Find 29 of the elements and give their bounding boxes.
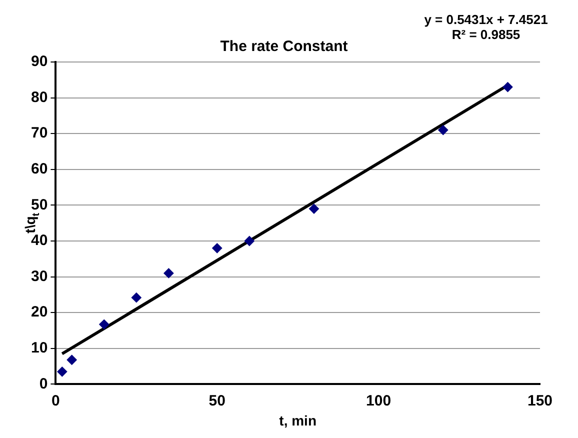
x-axis-title: t, min <box>279 412 317 428</box>
point <box>164 268 174 278</box>
point <box>131 292 142 303</box>
x-tick-label: 150 <box>527 392 553 410</box>
chart-title: The rate Constant <box>220 38 348 56</box>
x-tick-label: 0 <box>52 392 60 410</box>
y-tick-label: 0 <box>39 375 48 392</box>
point <box>244 236 254 246</box>
text: R² = 0.9855 <box>452 27 520 42</box>
point <box>57 366 68 377</box>
y-tick-label: 10 <box>30 340 48 357</box>
y-tick-label: 90 <box>30 53 48 70</box>
point <box>66 354 77 365</box>
point <box>99 319 110 330</box>
x-tick-label: 50 <box>208 392 226 410</box>
x-tick-label: 100 <box>366 392 392 410</box>
y-tick-label: 30 <box>30 268 48 285</box>
point <box>502 82 513 92</box>
text: y = 0.5431x + 7.4521 <box>424 12 548 27</box>
y-axis-title: t\qt <box>22 212 42 234</box>
point <box>212 243 222 254</box>
y-tick-label: 20 <box>30 304 48 321</box>
point <box>438 125 448 136</box>
point <box>308 204 319 214</box>
y-tick-label: 80 <box>30 88 48 106</box>
y-tick-label: 70 <box>30 124 48 142</box>
y-tick-label: 50 <box>30 196 48 214</box>
y-tick-label: 40 <box>30 232 48 250</box>
y-tick-label: 60 <box>30 160 48 178</box>
